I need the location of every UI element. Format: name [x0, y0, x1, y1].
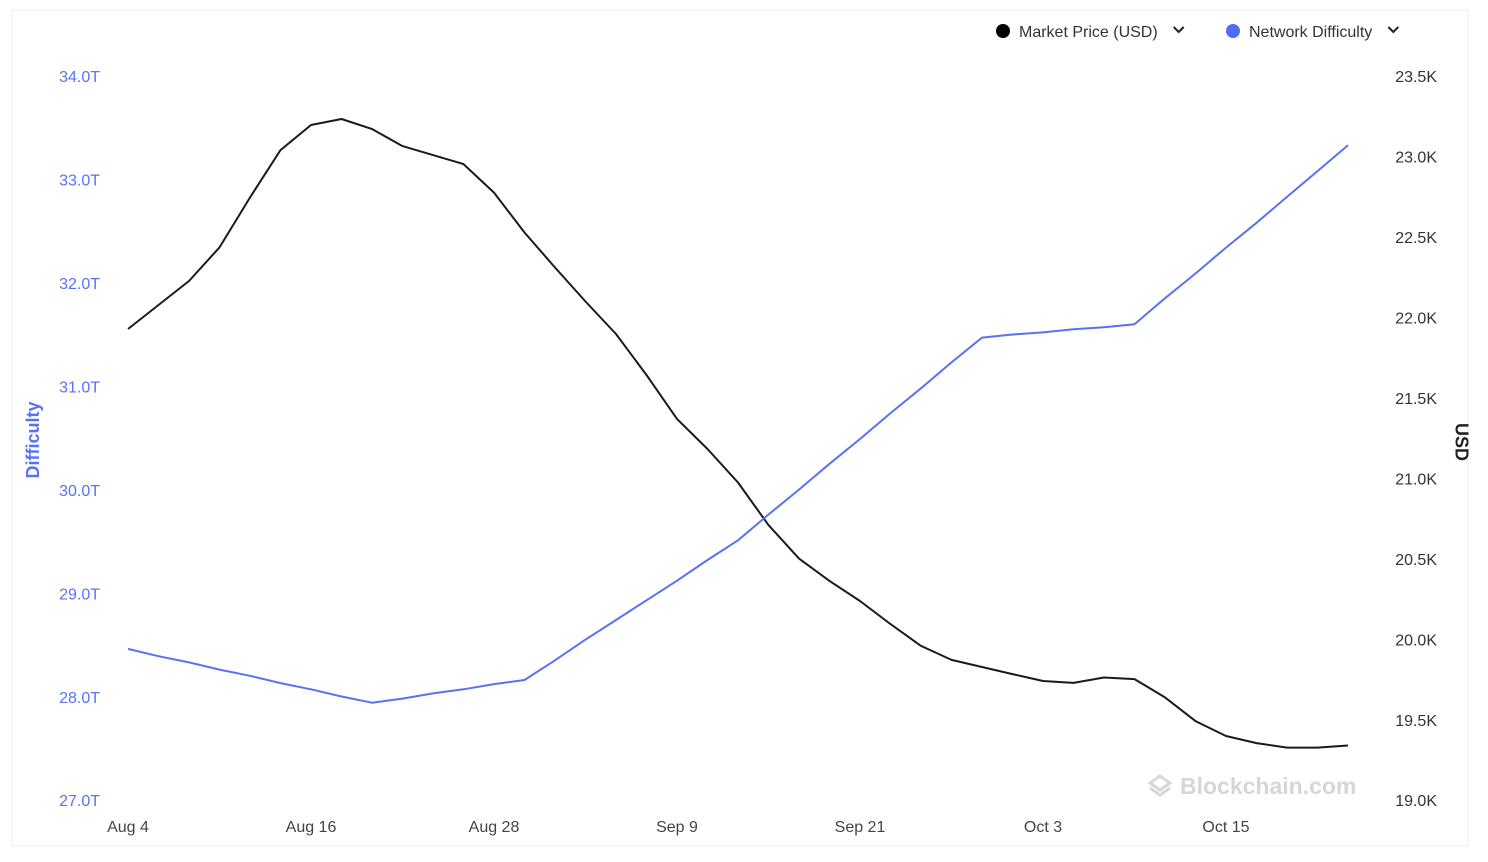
y-tick-label: 30.0T	[59, 483, 100, 500]
y2-tick-label: 23.0K	[1395, 150, 1437, 167]
legend-chevron	[1387, 26, 1400, 34]
watermark-group: Blockchain.com	[1147, 773, 1356, 799]
y2-tick-label: 22.0K	[1395, 311, 1437, 328]
x-tick-label: Oct 3	[1024, 819, 1062, 836]
y-axis-title: Difficulty	[23, 401, 43, 478]
y2-tick-label: 20.5K	[1395, 552, 1437, 569]
y2-tick-label: 23.5K	[1395, 69, 1437, 86]
y2-tick-label: 19.5K	[1395, 713, 1437, 730]
series-line	[127, 144, 1349, 704]
x-tick-label: Aug 16	[286, 819, 337, 836]
frame	[11, 9, 1469, 847]
legend-swatch	[1226, 24, 1240, 38]
legend-item[interactable]: Market Price (USD)	[996, 24, 1185, 41]
x-tick-label: Oct 15	[1202, 819, 1249, 836]
series-line	[127, 118, 1349, 749]
y-tick-label: 33.0T	[59, 173, 100, 190]
x-tick-label: Aug 28	[469, 819, 520, 836]
y2-tick-label: 21.0K	[1395, 471, 1437, 488]
y2-axis-title: USD	[1451, 423, 1471, 461]
legend-item[interactable]: Network Difficulty	[1226, 24, 1400, 41]
legend-label: Network Difficulty	[1249, 24, 1372, 41]
y-tick-label: 28.0T	[59, 690, 100, 707]
y2-tick-label: 21.5K	[1395, 391, 1437, 408]
y2-tick-label: 20.0K	[1395, 632, 1437, 649]
legend-chevron	[1172, 26, 1185, 34]
watermark-icon	[1147, 774, 1173, 797]
y-tick-label: 34.0T	[59, 69, 100, 86]
legend-swatch	[996, 24, 1010, 38]
y-tick-label: 32.0T	[59, 276, 100, 293]
y-tick-label: 27.0T	[59, 793, 100, 810]
x-tick-label: Aug 4	[107, 819, 149, 836]
y2-tick-label: 22.5K	[1395, 230, 1437, 247]
x-tick-label: Sep 9	[656, 819, 698, 836]
y-tick-label: 31.0T	[59, 380, 100, 397]
x-tick-label: Sep 21	[835, 819, 886, 836]
y-tick-label: 29.0T	[59, 586, 100, 603]
y2-tick-label: 19.0K	[1395, 793, 1437, 810]
legend-label: Market Price (USD)	[1019, 24, 1158, 41]
watermark: Blockchain.com	[1180, 773, 1356, 799]
